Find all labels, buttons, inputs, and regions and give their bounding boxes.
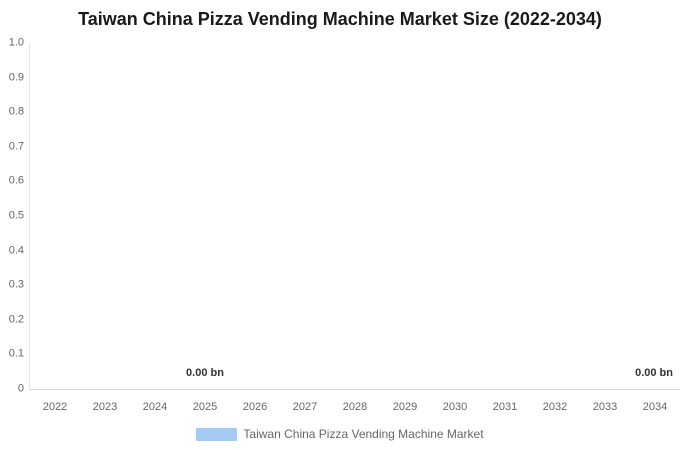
x-tick-label: 2032 bbox=[542, 401, 568, 413]
y-tick-label: 1.0 bbox=[8, 36, 24, 49]
x-tick-label: 2028 bbox=[342, 401, 368, 413]
legend: Taiwan China Pizza Vending Machine Marke… bbox=[0, 426, 680, 442]
x-axis-line bbox=[29, 389, 680, 390]
x-tick-label: 2026 bbox=[242, 401, 268, 413]
y-tick-label: 0.9 bbox=[8, 71, 24, 84]
y-tick-label: 0.8 bbox=[8, 105, 24, 118]
x-tick-label: 2025 bbox=[192, 401, 218, 413]
x-tick-label: 2027 bbox=[292, 401, 318, 413]
x-tick-label: 2034 bbox=[642, 401, 668, 413]
y-tick-label: 0.4 bbox=[8, 244, 24, 257]
x-tick-label: 2030 bbox=[442, 401, 468, 413]
x-tick-label: 2024 bbox=[142, 401, 168, 413]
x-tick-label: 2031 bbox=[492, 401, 518, 413]
x-tick-label: 2029 bbox=[392, 401, 418, 413]
x-tick-label: 2023 bbox=[92, 401, 118, 413]
y-tick-label: 0.2 bbox=[8, 313, 24, 326]
x-tick-label: 2022 bbox=[42, 401, 68, 413]
x-tick-label: 2033 bbox=[592, 401, 618, 413]
legend-item[interactable]: Taiwan China Pizza Vending Machine Marke… bbox=[196, 427, 484, 441]
legend-series-label: Taiwan China Pizza Vending Machine Marke… bbox=[243, 427, 484, 441]
legend-series-swatch bbox=[196, 427, 238, 441]
y-tick-label: 0.3 bbox=[8, 278, 24, 291]
y-tick-label: 0.1 bbox=[8, 347, 24, 360]
y-tick-label: 0.6 bbox=[8, 174, 24, 187]
y-tick-label: 0.7 bbox=[8, 140, 24, 153]
series-data-label: 0.00 bn bbox=[186, 367, 224, 379]
chart-title: Taiwan China Pizza Vending Machine Marke… bbox=[78, 9, 602, 29]
y-tick-label: 0 bbox=[17, 382, 24, 395]
y-axis-line bbox=[29, 43, 30, 389]
y-tick-label: 0.5 bbox=[8, 209, 24, 222]
series-data-label: 0.00 bn bbox=[635, 367, 673, 379]
